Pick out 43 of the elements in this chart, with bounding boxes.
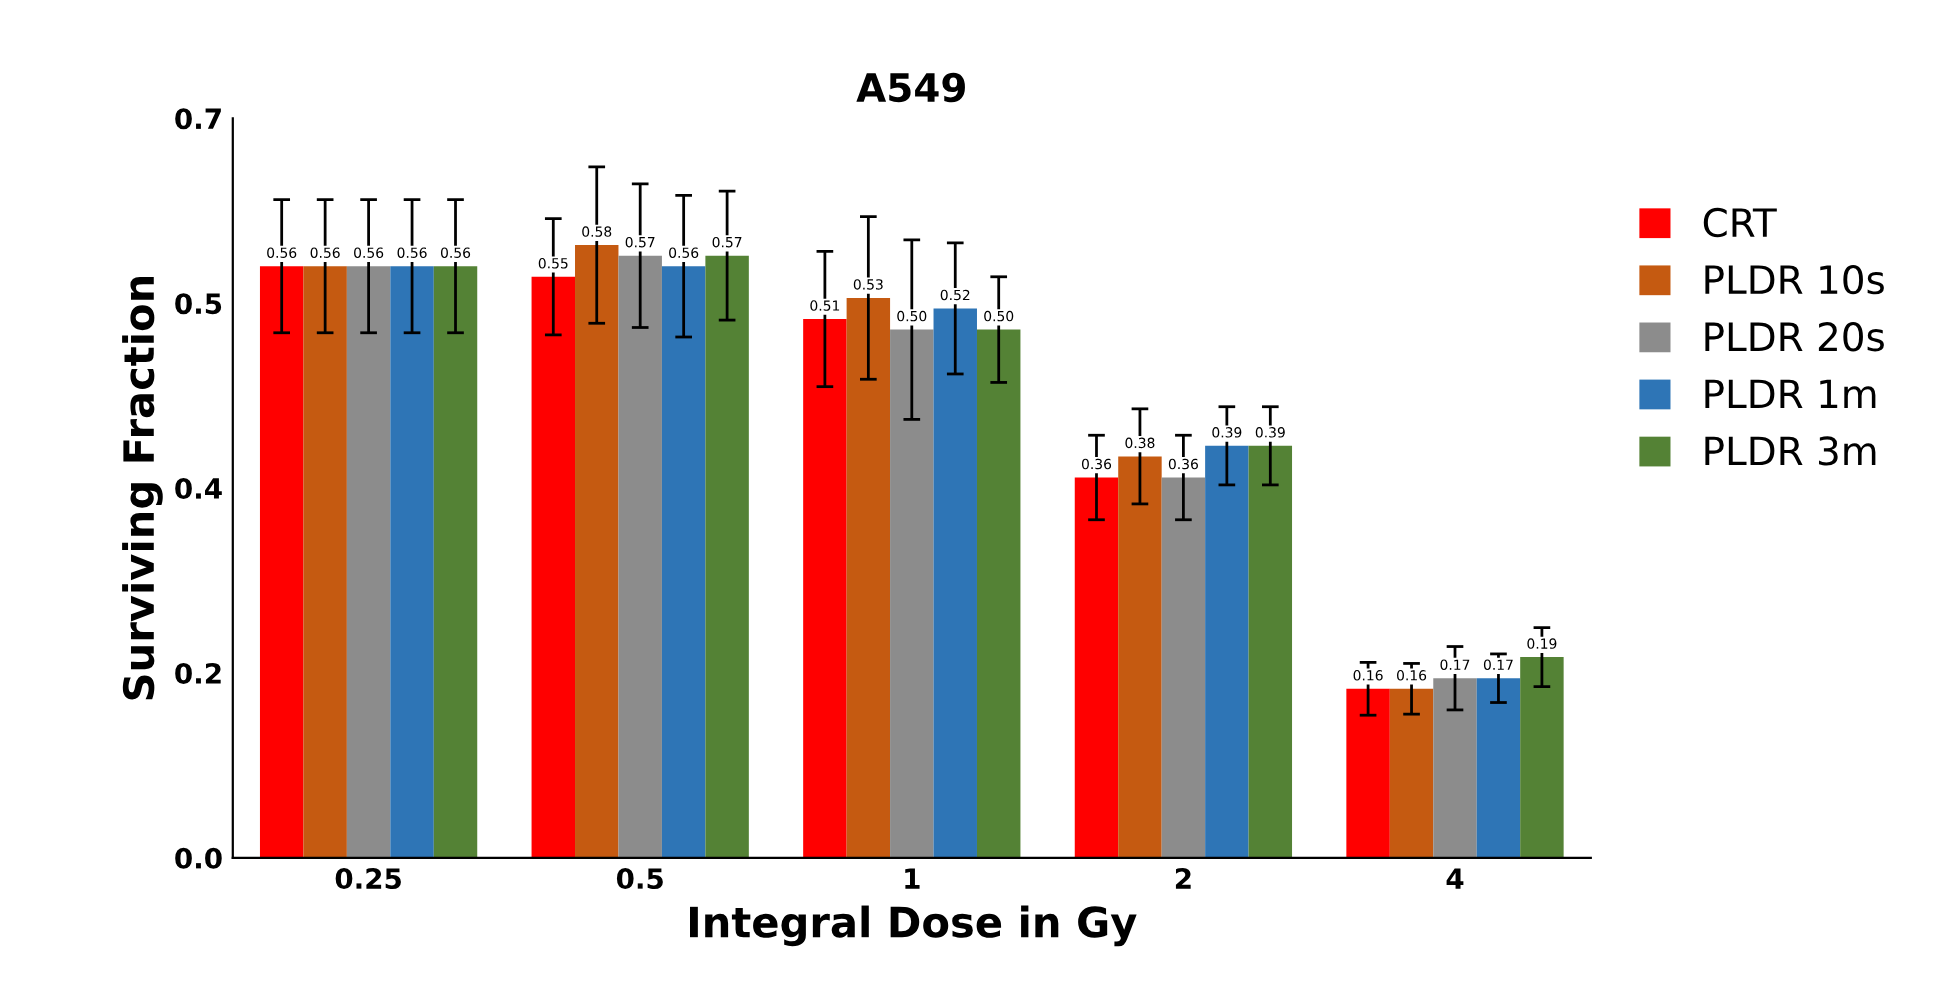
y-tick-label: 0.2 xyxy=(175,662,221,684)
y-tick-label: 0.0 xyxy=(175,847,222,869)
bar xyxy=(1118,456,1162,858)
bar xyxy=(390,266,434,858)
bar xyxy=(705,255,749,858)
bar xyxy=(846,297,891,858)
x-tick-label: 2 xyxy=(1175,868,1191,889)
x-tick-label: 0.25 xyxy=(335,868,401,890)
x-tick-label: 1 xyxy=(905,868,920,889)
bar xyxy=(531,276,576,858)
legend-label: PLDR 1m xyxy=(1705,379,1876,408)
bar xyxy=(618,255,662,858)
bar xyxy=(259,266,304,858)
x-tick-label: 0.5 xyxy=(616,868,663,890)
bar xyxy=(976,329,1021,858)
bar xyxy=(890,329,934,858)
bar xyxy=(661,266,706,858)
bar xyxy=(1520,657,1564,858)
bar xyxy=(346,266,391,858)
bar xyxy=(1433,678,1477,858)
bar xyxy=(1346,688,1390,858)
legend-label: PLDR 10s xyxy=(1705,264,1884,295)
bar xyxy=(303,266,347,858)
chart-title: A549 xyxy=(856,72,965,103)
legend-label: PLDR 3m xyxy=(1705,436,1876,466)
bar xyxy=(433,266,478,858)
x-axis-title: Integral Dose in Gy xyxy=(690,905,1137,947)
legend-label: CRT xyxy=(1703,207,1777,238)
bar xyxy=(1389,688,1434,858)
bar xyxy=(933,308,977,858)
y-tick-label: 0.5 xyxy=(175,293,222,315)
bar xyxy=(1248,445,1293,858)
bar xyxy=(803,319,847,858)
bar xyxy=(575,245,619,858)
bar xyxy=(1476,678,1521,858)
y-axis-title: Surviving Fraction xyxy=(122,276,163,700)
y-tick-label: 0.7 xyxy=(175,108,221,130)
legend-label: PLDR 20s xyxy=(1705,322,1884,352)
bar xyxy=(1161,477,1206,858)
bar xyxy=(1074,477,1119,858)
y-tick-label: 0.4 xyxy=(175,478,222,500)
x-tick-label: 4 xyxy=(1446,868,1464,889)
bar xyxy=(1205,445,1249,858)
